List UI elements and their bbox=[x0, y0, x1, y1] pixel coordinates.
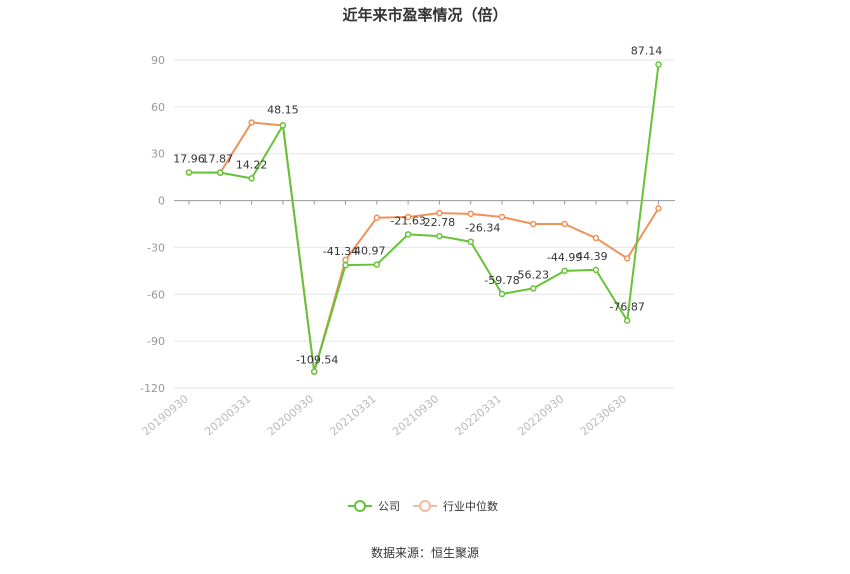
data-point-company bbox=[498, 290, 506, 298]
data-point-industry-median bbox=[498, 213, 506, 221]
data-point-company bbox=[655, 61, 662, 68]
grid-lines bbox=[174, 59, 675, 389]
data-label: -26.34 bbox=[465, 222, 500, 235]
series-line-industry-median bbox=[188, 121, 660, 373]
series-line-company bbox=[188, 64, 660, 373]
data-point-industry-median bbox=[248, 119, 255, 126]
data-source: 数据来源：恒生聚源 bbox=[371, 545, 479, 560]
data-point-industry-median bbox=[592, 234, 600, 242]
y-tick-label: 90 bbox=[151, 54, 165, 67]
data-point-industry-median bbox=[655, 205, 662, 212]
x-tick-label: 20230630 bbox=[578, 392, 629, 438]
data-label: 87.14 bbox=[631, 44, 663, 57]
data-label: -109.54 bbox=[296, 354, 338, 367]
data-point-company bbox=[279, 122, 287, 129]
data-label: -41.34 bbox=[323, 245, 358, 258]
legend[interactable]: 公司 行业中位数 bbox=[348, 499, 498, 513]
y-tick-label: 30 bbox=[151, 148, 165, 161]
data-label: -21.63 bbox=[390, 214, 425, 227]
x-tick-label: 20200930 bbox=[265, 392, 316, 438]
x-tick-label: 20220331 bbox=[453, 392, 504, 438]
data-label: -59.78 bbox=[484, 274, 519, 287]
data-point-company bbox=[404, 231, 412, 238]
data-label: 48.15 bbox=[267, 103, 299, 116]
data-point-company bbox=[248, 175, 255, 182]
data-label: 17.96 bbox=[173, 153, 205, 166]
data-point-company bbox=[467, 238, 474, 245]
data-point-industry-median bbox=[342, 256, 349, 264]
x-tick-label: 20210930 bbox=[390, 392, 441, 438]
data-point-industry-median bbox=[404, 213, 412, 221]
x-tick-label: 20220930 bbox=[515, 392, 566, 438]
data-label: 22.78 bbox=[424, 216, 456, 229]
legend-marker-company bbox=[354, 500, 366, 512]
y-tick-label: 0 bbox=[158, 195, 165, 208]
y-tick-label: -60 bbox=[147, 288, 165, 301]
y-axis: 90 60 30 0 -30 -60 -90 -120 bbox=[140, 54, 165, 395]
data-label: 44.39 bbox=[576, 250, 608, 263]
data-point-industry-median bbox=[436, 209, 443, 217]
legend-label-company: 公司 bbox=[378, 500, 400, 513]
x-tick-label: 20200331 bbox=[202, 392, 253, 438]
data-point-industry-median bbox=[530, 220, 537, 228]
x-axis: 20190930 20200331 20200930 20210331 20210930… bbox=[140, 200, 659, 438]
data-label: 40.97 bbox=[354, 245, 386, 258]
data-point-company bbox=[310, 368, 318, 375]
data-point-industry-median bbox=[623, 255, 631, 262]
data-point-company bbox=[592, 266, 600, 274]
data-point-company bbox=[623, 317, 631, 324]
legend-item-company[interactable]: 公司 bbox=[348, 500, 400, 513]
legend-marker-industry-median bbox=[419, 500, 431, 512]
chart-title: 近年来市盈率情况（倍） bbox=[342, 6, 507, 24]
data-label: 17.87 bbox=[202, 153, 234, 166]
data-point-industry-median bbox=[561, 220, 568, 228]
y-tick-label: 60 bbox=[151, 101, 165, 114]
x-tick-label: 20190930 bbox=[140, 392, 191, 438]
data-point-company bbox=[217, 169, 224, 176]
data-point-company bbox=[373, 261, 381, 268]
data-point-company bbox=[185, 169, 193, 176]
data-label: -76.87 bbox=[609, 301, 644, 314]
y-tick-label: -90 bbox=[147, 335, 165, 348]
y-tick-label: -30 bbox=[147, 241, 165, 254]
legend-label-industry-median: 行业中位数 bbox=[443, 499, 498, 513]
data-point-company bbox=[342, 261, 349, 269]
legend-item-industry-median[interactable]: 行业中位数 bbox=[413, 499, 498, 513]
data-label: -44.99 bbox=[547, 251, 582, 264]
data-label: 14.22 bbox=[236, 158, 268, 171]
data-point-company bbox=[436, 232, 443, 240]
data-point-company bbox=[530, 285, 537, 292]
data-point-company bbox=[561, 267, 568, 275]
y-tick-label: -120 bbox=[140, 382, 165, 395]
data-label: 56.23 bbox=[518, 268, 550, 281]
data-point-industry-median bbox=[467, 210, 474, 218]
data-point-industry-median bbox=[373, 214, 381, 222]
x-tick-label: 20210331 bbox=[327, 392, 378, 438]
